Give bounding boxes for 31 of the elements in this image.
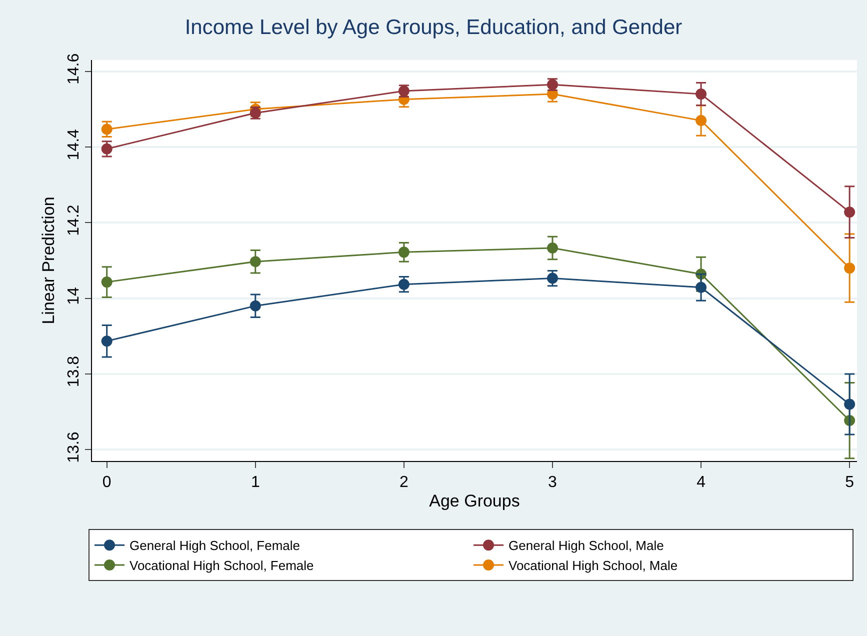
- point: [250, 300, 261, 312]
- y-tick-label: 14: [66, 286, 83, 305]
- x-tick-label: 0: [102, 474, 112, 492]
- y-tick-label: 13.8: [66, 356, 83, 388]
- point: [398, 246, 410, 258]
- x-tick-label: 5: [845, 474, 854, 492]
- point: [844, 262, 856, 274]
- y-tick-label: 14.2: [66, 204, 83, 236]
- x-axis-title: Age Groups: [429, 492, 520, 511]
- y-tick-label: 14.6: [66, 53, 83, 85]
- x-tick-label: 2: [399, 474, 408, 492]
- legend-label: General High School, Male: [508, 538, 664, 554]
- point: [101, 276, 112, 288]
- point: [250, 256, 261, 268]
- point: [696, 115, 707, 126]
- y-tick-label: 14.4: [66, 128, 83, 160]
- x-tick-label: 1: [250, 474, 260, 492]
- point: [696, 282, 707, 293]
- chart-title: Income Level by Age Groups, Education, and Gender: [184, 16, 682, 39]
- point: [546, 242, 558, 254]
- y-tick-label: 13.6: [66, 432, 83, 463]
- x-tick-label: 3: [548, 474, 558, 492]
- legend-label: Vocational High School, Female: [130, 558, 314, 574]
- point: [101, 336, 112, 347]
- y-axis-title: Linear Prediction: [39, 196, 58, 324]
- point: [844, 398, 856, 410]
- point: [696, 88, 707, 100]
- legend-label: Vocational High School, Male: [508, 558, 678, 574]
- legend-label: General High School, Female: [130, 538, 300, 554]
- point: [844, 206, 856, 218]
- x-tick-label: 4: [696, 474, 706, 492]
